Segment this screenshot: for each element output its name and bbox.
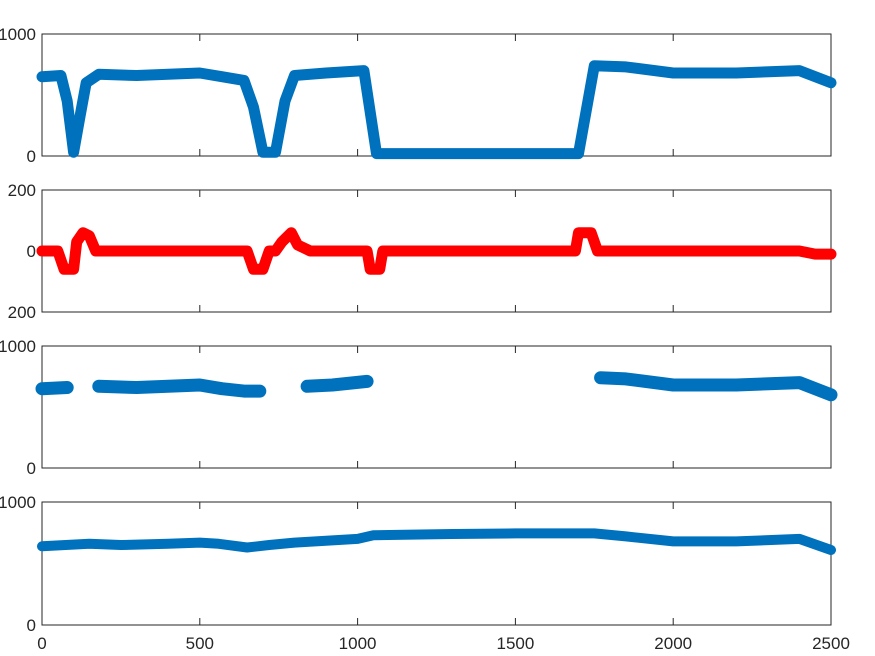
axes-box xyxy=(41,345,832,469)
y-tick-label: 200 xyxy=(8,181,36,200)
y-tick-label: 0 xyxy=(27,147,36,166)
subplot-3: 0 1000 xyxy=(0,337,838,478)
y-tick-label: 0 xyxy=(27,616,36,635)
x-tick-label: 0 xyxy=(37,634,46,653)
x-tick-label: 1500 xyxy=(496,634,534,653)
y-tick-label: 200 xyxy=(8,303,36,322)
x-tick-label: 2000 xyxy=(654,634,692,653)
y-tick-label: 0 xyxy=(27,459,36,478)
x-tick-label: 500 xyxy=(186,634,214,653)
series-line-segment xyxy=(300,374,374,393)
axes-box xyxy=(41,501,832,626)
y-tick-label: 1000 xyxy=(0,25,36,44)
y-tick-label: 1000 xyxy=(0,493,36,512)
series-line-segment xyxy=(36,60,837,160)
y-tick-label: 0 xyxy=(27,242,36,261)
axes-box xyxy=(41,33,832,157)
subplot-4: 0 1000 0 500 1000 1500 2000 2500 xyxy=(0,493,850,653)
series-line-segment xyxy=(35,381,74,396)
y-tick-label: 1000 xyxy=(0,337,36,356)
subplot-2: 200 0 200 xyxy=(8,181,837,322)
subplot-1: 0 1000 xyxy=(0,25,837,166)
series-line-segment xyxy=(594,371,838,402)
series-line-segment xyxy=(37,528,836,555)
series-line-segment xyxy=(92,378,267,398)
series-line-segment xyxy=(36,227,837,275)
x-tick-label: 1000 xyxy=(339,634,377,653)
x-tick-label: 2500 xyxy=(812,634,850,653)
